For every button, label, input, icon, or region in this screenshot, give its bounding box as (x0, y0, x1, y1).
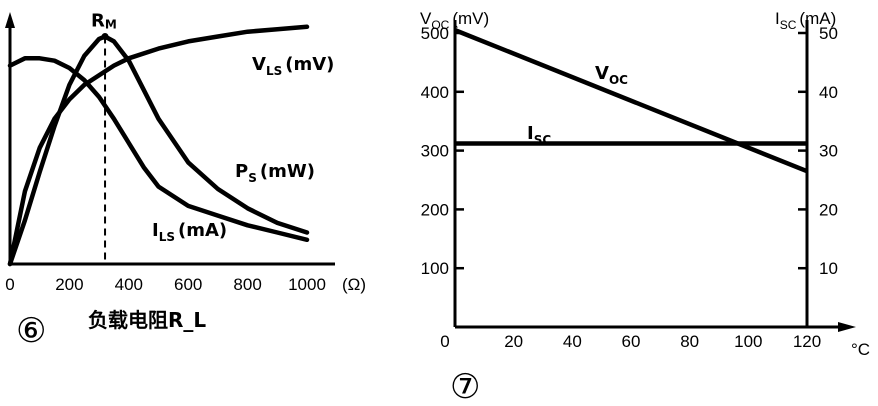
x-axis-title: 负载电阻R_L (88, 308, 206, 332)
y-axis-arrow (5, 12, 15, 28)
series-line (7, 34, 310, 267)
x-tick-label: 40 (563, 332, 582, 351)
x-tick-label: 200 (55, 275, 83, 294)
series-line (7, 56, 310, 243)
x-axis-title: °C (851, 340, 870, 359)
x-tick-label: 600 (174, 275, 202, 294)
y-left-tick-label: 100 (421, 259, 449, 278)
series-line (454, 28, 808, 174)
y-right-tick-label: 40 (819, 83, 838, 102)
y-left-axis-title: VOC (mV) (420, 9, 489, 32)
x-axis-arrow (838, 322, 856, 332)
x-tick-label: 400 (115, 275, 143, 294)
x-tick-label: 1000 (288, 275, 326, 294)
chart-7: 0 20 40 60 80 100 120 °C 100 200 300 400 500 10 20 30 40… (420, 9, 870, 359)
series-line (7, 24, 310, 267)
series-label: ISC (527, 123, 551, 147)
x-tick-label: 80 (680, 332, 699, 351)
figure-7-number: ⑦ (450, 367, 480, 406)
x-unit-label: (Ω) (342, 275, 366, 294)
y-right-tick-label: 30 (819, 142, 838, 161)
y-right-tick-label: 20 (819, 200, 838, 219)
rm-peak-marker (101, 33, 109, 41)
rm-label: RM (91, 11, 117, 32)
y-right-tick-label: 50 (819, 24, 838, 43)
x-tick-label: 60 (622, 332, 641, 351)
y-left-tick-label: 200 (421, 200, 449, 219)
x-tick-label: 100 (734, 332, 762, 351)
series-label: VLS (mV) (252, 54, 334, 78)
x-tick-label: 120 (793, 332, 821, 351)
y-left-tick-label: 500 (421, 24, 449, 43)
x-tick-label: 0 (440, 332, 449, 351)
x-tick-label: 0 (5, 275, 14, 294)
chart-6: 0 200 400 600 800 1000 (Ω) 负载电阻R_L RM VLS (mV) PS (m… (5, 11, 366, 332)
x-tick-label: 20 (504, 332, 523, 351)
y-left-tick-label: 300 (421, 142, 449, 161)
y-right-axis-title: ISC (mA) (775, 9, 836, 32)
y-right-tick-label: 10 (819, 259, 838, 278)
x-tick-label: 800 (233, 275, 261, 294)
series-label: VOC (595, 63, 628, 87)
series-label: PS (mW) (235, 161, 315, 185)
y-left-tick-label: 400 (421, 83, 449, 102)
series-label: ILS (mA) (152, 220, 227, 244)
figure-6-number: ⑥ (16, 311, 46, 351)
